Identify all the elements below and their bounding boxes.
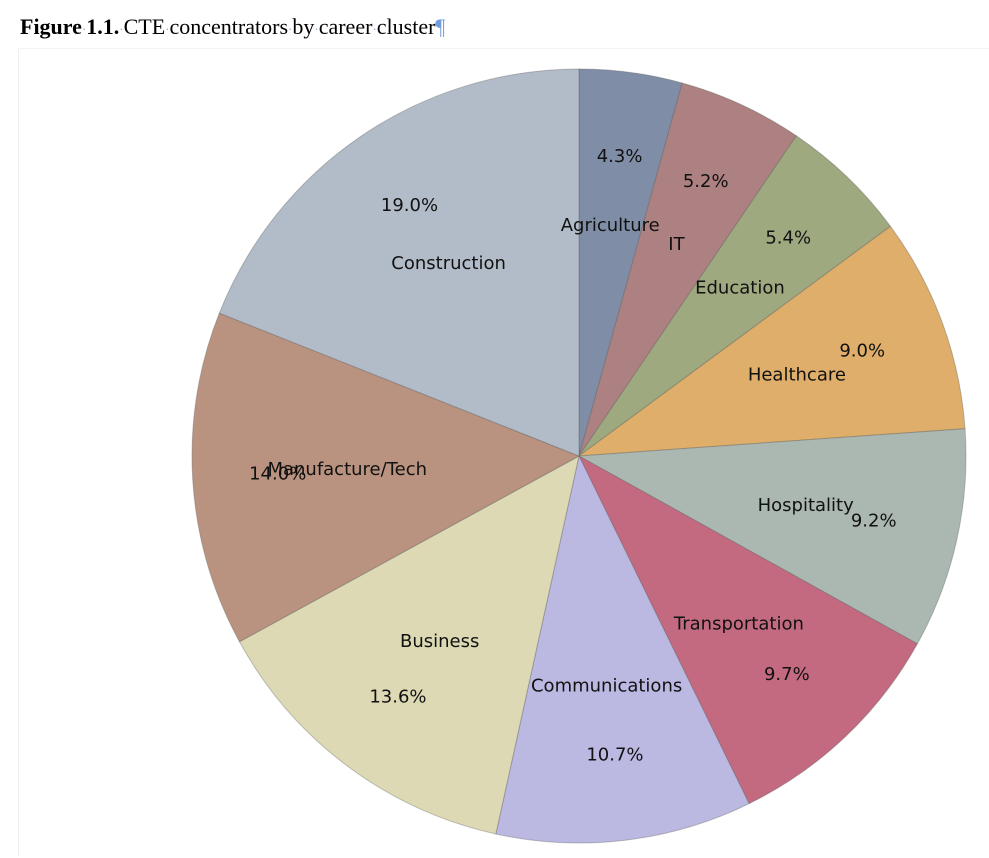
slice-percent-manufacture-tech: 14.0%	[249, 463, 306, 484]
chart-frame: Agriculture 4.3% IT 5.2% Education 5.4% Health…	[18, 48, 989, 857]
pie-slices	[191, 68, 967, 844]
pilcrow-mark: ¶	[435, 14, 446, 39]
caption-word: CTE	[123, 14, 166, 39]
figure-caption: Figure·1.1.·CTE·concentrators·by·career·…	[20, 14, 446, 39]
slice-percent-it: 5.2%	[683, 171, 729, 192]
slice-percent-business: 13.6%	[369, 687, 426, 708]
pie-slice-manufacture-tech	[191, 312, 581, 643]
slice-label-healthcare: Healthcare	[748, 365, 846, 386]
pie-slice-business	[238, 455, 580, 835]
pie-chart: Agriculture 4.3% IT 5.2% Education 5.4% Health…	[191, 68, 967, 844]
pie-slice-hospitality	[577, 428, 967, 645]
pie-slice-education	[578, 135, 892, 457]
slice-percent-education: 5.4%	[765, 227, 811, 248]
slice-label-manufacture-tech: Manufacture/Tech	[267, 459, 427, 480]
slice-percent-healthcare: 9.0%	[839, 341, 885, 362]
caption-word: career	[318, 14, 373, 39]
slice-percent-construction: 19.0%	[381, 195, 438, 216]
figure-label: Figure	[20, 14, 82, 39]
pie-labels: Agriculture 4.3% IT 5.2% Education 5.4% Health…	[249, 146, 896, 766]
slice-label-hospitality: Hospitality	[758, 495, 855, 516]
slice-label-communications: Communications	[531, 676, 682, 697]
pie-slice-healthcare	[577, 225, 966, 457]
slice-percent-transportation: 9.7%	[764, 664, 810, 685]
pie-slice-it	[578, 82, 798, 457]
slice-label-construction: Construction	[391, 253, 506, 274]
slice-percent-communications: 10.7%	[586, 745, 643, 766]
slice-label-transportation: Transportation	[673, 613, 804, 634]
pie-slice-transportation	[577, 454, 919, 805]
pie-slice-communications	[495, 454, 750, 844]
caption-word: cluster	[376, 14, 436, 39]
slice-label-agriculture: Agriculture	[561, 215, 660, 236]
slice-label-business: Business	[400, 631, 479, 652]
caption-word: concentrators	[169, 14, 289, 39]
slice-label-education: Education	[695, 278, 785, 299]
slice-percent-hospitality: 9.2%	[851, 510, 897, 531]
pie-slice-construction	[218, 68, 580, 457]
pie-slice-agriculture	[578, 68, 683, 457]
slice-percent-agriculture: 4.3%	[597, 146, 643, 167]
figure-number: 1.1.	[86, 14, 120, 39]
slice-label-it: IT	[668, 234, 685, 255]
caption-word: by	[292, 14, 315, 39]
